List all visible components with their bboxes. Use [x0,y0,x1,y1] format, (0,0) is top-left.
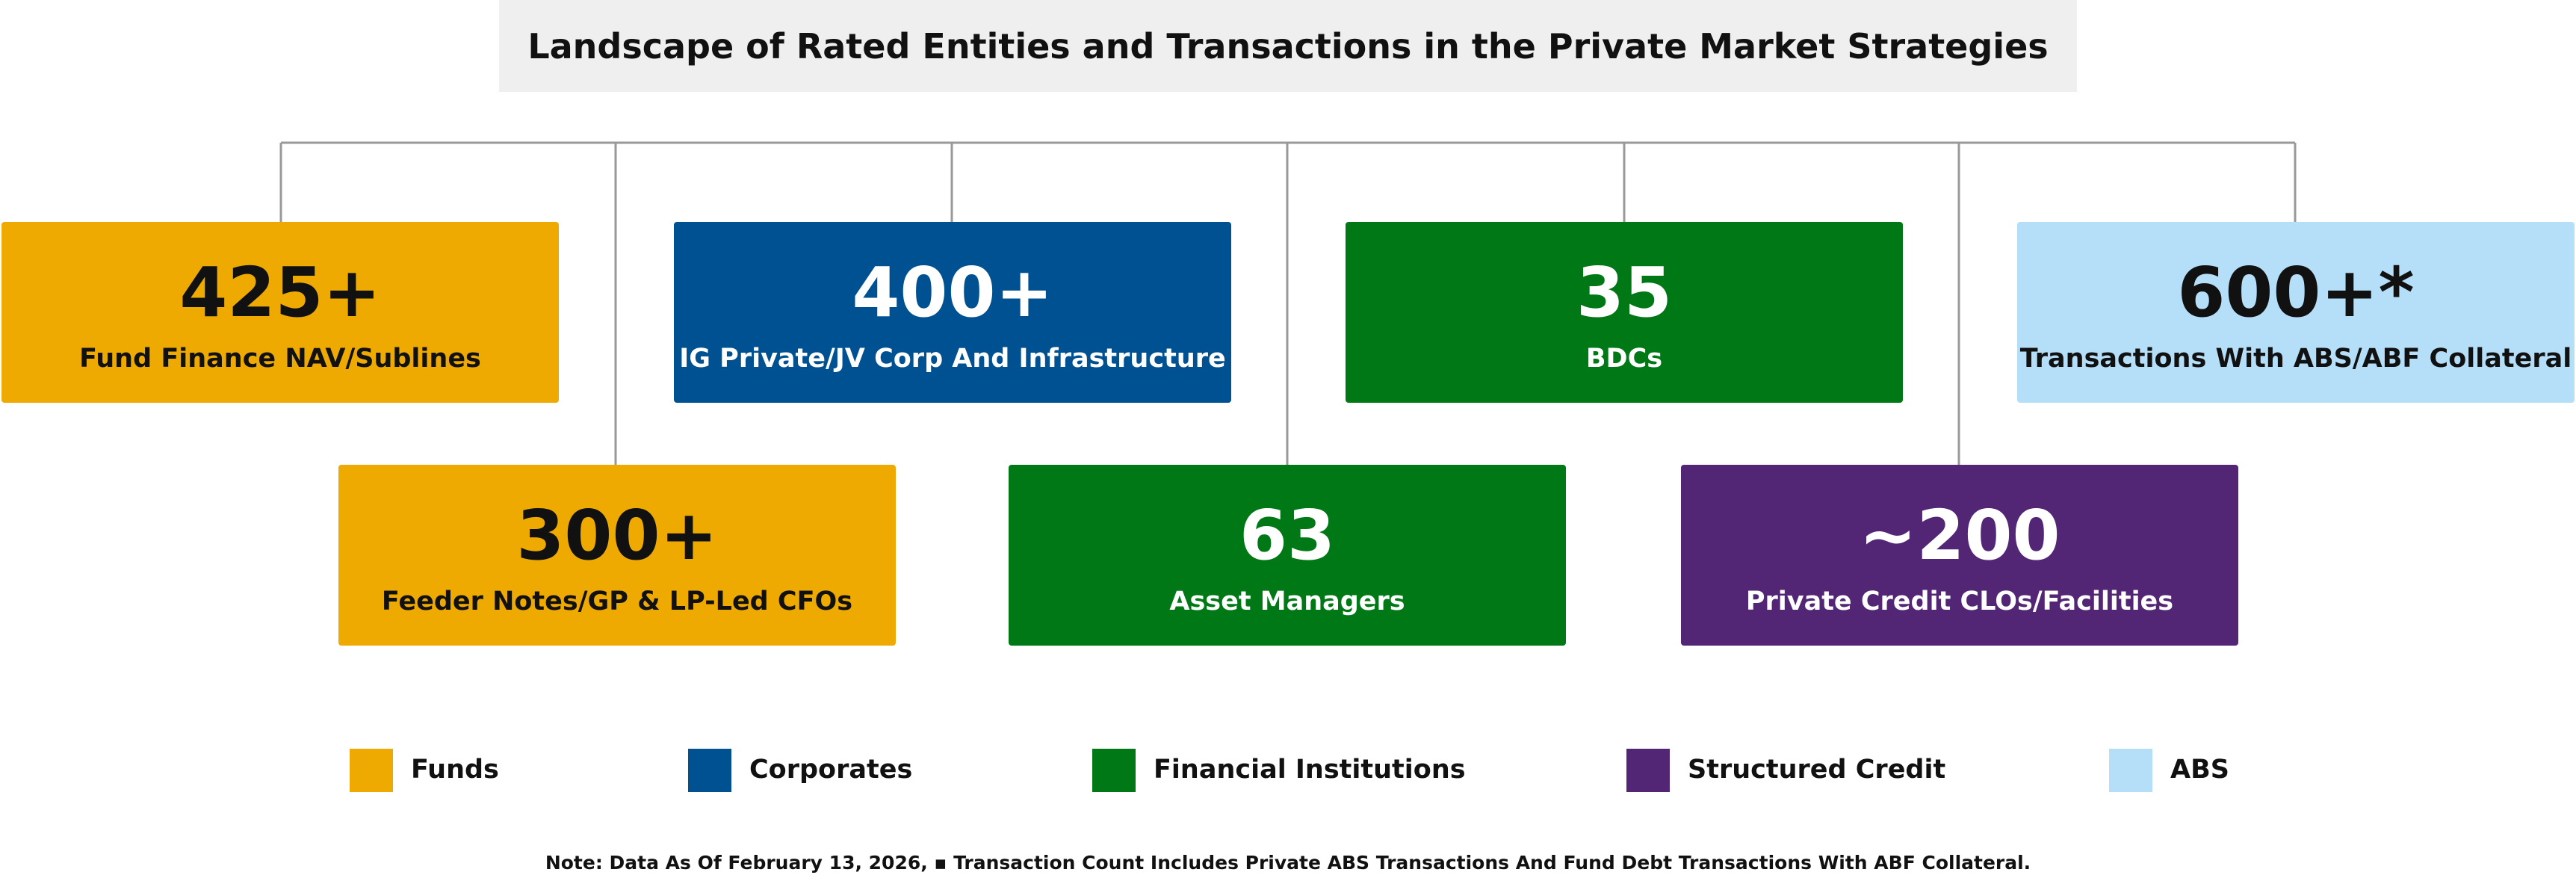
legend-label: Funds [411,755,499,785]
entity-box: 400+ IG Private/JV Corp And Infrastructur… [674,222,1231,403]
entity-count: ~200 [1859,495,2061,575]
entity-count: 600+* [2177,253,2415,333]
legend-swatch [1092,749,1136,792]
legend-label: ABS [2170,755,2229,785]
entity-box: 425+ Fund Finance NAV/Sublines [1,222,559,403]
legend-swatch [688,749,731,792]
entity-box: 63 Asset Managers [1009,465,1566,646]
legend-label: Structured Credit [1688,755,1946,785]
entity-count: 400+ [852,253,1053,333]
entity-box: 35 BDCs [1346,222,1903,403]
entity-box: ~200 Private Credit CLOs/Facilities [1681,465,2238,646]
entity-box: 600+* Transactions With ABS/ABF Collatera… [2017,222,2575,403]
legend-swatch [1626,749,1670,792]
legend-swatch [350,749,393,792]
entity-count: 300+ [516,495,718,575]
entity-label: Asset Managers [1169,587,1405,616]
entity-label: Fund Finance NAV/Sublines [79,344,481,374]
entity-box: 300+ Feeder Notes/GP & LP-Led CFOs [338,465,896,646]
entity-label: IG Private/JV Corp And Infrastructure [679,344,1226,374]
legend-swatch [2109,749,2152,792]
entity-count: 35 [1576,253,1673,333]
title: Landscape of Rated Entities and Transact… [499,0,2077,92]
entity-label: Feeder Notes/GP & LP-Led CFOs [381,587,853,616]
connectors [279,141,2297,465]
entity-label: Transactions With ABS/ABF Collateral [2019,344,2572,374]
entity-count: 63 [1239,495,1336,575]
legend-label: Financial Institutions [1154,755,1466,785]
entity-count: 425+ [179,253,381,333]
entity-label: BDCs [1585,344,1663,374]
legend-label: Corporates [749,755,913,785]
note: Note: Data As Of February 13, 2026, ▪ Tr… [545,852,2031,874]
entity-label: Private Credit CLOs/Facilities [1745,587,2174,616]
